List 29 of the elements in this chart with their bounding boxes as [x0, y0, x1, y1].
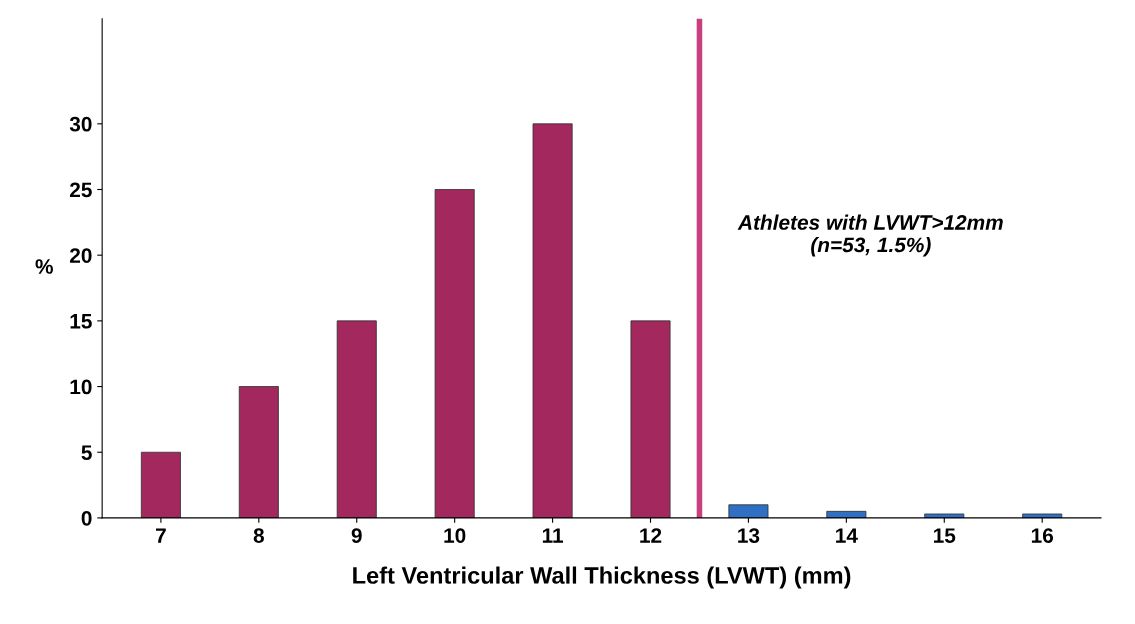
y-tick-label: 10 — [70, 379, 92, 395]
x-tick-label: 11 — [542, 528, 564, 543]
x-tick-label: 13 — [738, 528, 760, 543]
y-tick-label: 0 — [81, 510, 92, 526]
x-tick-label: 10 — [444, 528, 466, 543]
ref-line-label: Athletes with LVWT>12mm (n=53, 1.5%) — [737, 214, 1003, 257]
x-axis-title: Left Ventricular Wall Thickness (LVWT) (mm) — [353, 566, 851, 589]
bar — [532, 123, 573, 518]
y-axis-title: % — [35, 259, 53, 274]
bar — [1022, 513, 1063, 518]
bar — [140, 451, 181, 518]
x-tick-label: 14 — [836, 528, 858, 543]
bar — [434, 189, 475, 518]
bar — [630, 320, 671, 518]
x-tick-label: 8 — [253, 528, 264, 543]
bar — [238, 386, 279, 518]
bar — [924, 513, 965, 518]
y-tick-label: 25 — [69, 182, 92, 198]
y-tick-label: 15 — [70, 314, 92, 329]
x-tick-label: 9 — [351, 528, 362, 543]
y-tick-label: 20 — [69, 248, 92, 263]
y-tick-label: 5 — [81, 445, 92, 460]
bar — [728, 504, 769, 518]
x-tick-label: 15 — [934, 528, 956, 543]
x-tick-label: 16 — [1031, 528, 1054, 543]
bar — [336, 320, 377, 518]
x-tick-label: 7 — [156, 528, 166, 543]
y-tick-label: 30 — [69, 116, 92, 132]
x-tick-label: 12 — [640, 528, 662, 543]
